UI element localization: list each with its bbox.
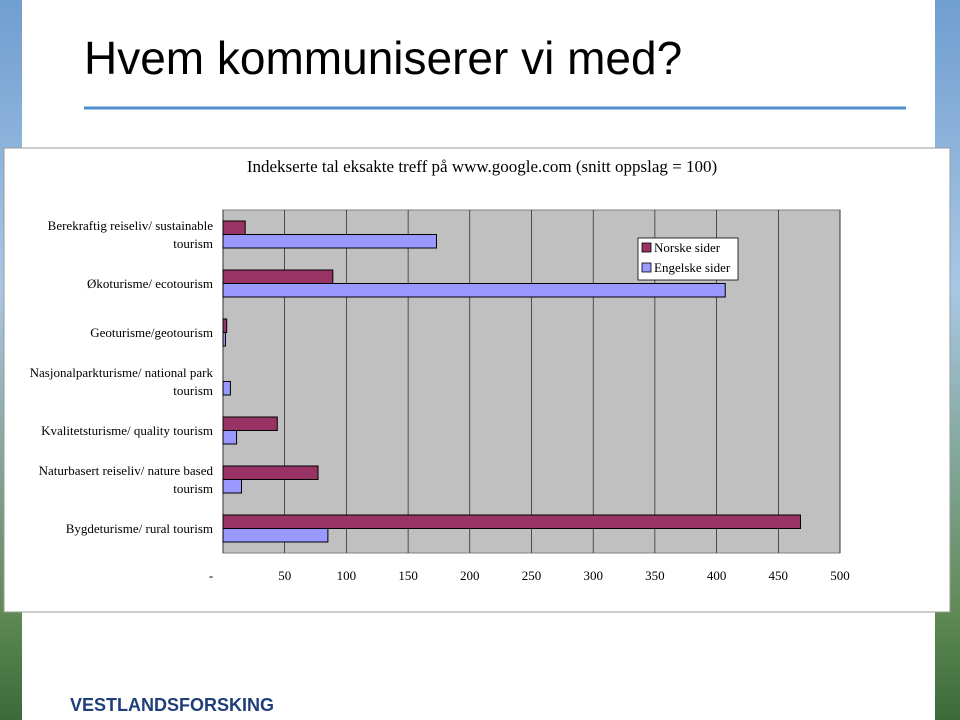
bar — [222, 332, 226, 347]
bar — [222, 514, 802, 529]
bar — [222, 220, 246, 235]
bar — [222, 283, 726, 298]
bar — [222, 234, 437, 249]
bar — [222, 528, 329, 543]
legend-label: Engelske sider — [654, 260, 731, 275]
category-label: Kvalitetsturisme/ quality tourism — [41, 423, 213, 438]
x-tick-label: 450 — [769, 568, 789, 583]
x-tick-label: 100 — [337, 568, 357, 583]
legend-swatch — [641, 262, 652, 273]
bar — [222, 318, 228, 333]
x-tick-label: 200 — [460, 568, 480, 583]
bar — [222, 269, 334, 284]
category-label: Geoturisme/geotourism — [90, 325, 213, 340]
category-label: Naturbasert reiseliv/ nature based touri… — [38, 463, 213, 496]
slide-title: Hvem kommuniserer vi med? — [84, 32, 682, 84]
legend-swatch — [641, 242, 652, 253]
x-tick-label: 400 — [707, 568, 727, 583]
x-tick-label: 150 — [398, 568, 418, 583]
bar — [222, 465, 319, 480]
bar — [222, 416, 278, 431]
category-label: Bygdeturisme/ rural tourism — [65, 521, 213, 536]
logo: VESTLANDSFORSKING — [70, 695, 274, 715]
bar — [222, 381, 231, 396]
chart-title: Indekserte tal eksakte treff på www.goog… — [247, 157, 717, 176]
category-label: Økoturisme/ ecotourism — [86, 276, 213, 291]
x-tick-label: 250 — [522, 568, 542, 583]
bar — [222, 479, 243, 494]
category-label: Berekraftig reiseliv/ sustainable touris… — [47, 218, 213, 251]
x-tick-label: 50 — [278, 568, 291, 583]
x-tick-label: 300 — [583, 568, 603, 583]
x-tick-label: 350 — [645, 568, 665, 583]
legend-box — [637, 237, 739, 281]
bar — [222, 430, 238, 445]
category-label: Nasjonalparkturisme/ national park touri… — [29, 365, 213, 398]
legend-label: Norske sider — [654, 240, 721, 255]
x-tick-label: 500 — [830, 568, 850, 583]
x-tick-label: - — [209, 568, 213, 583]
